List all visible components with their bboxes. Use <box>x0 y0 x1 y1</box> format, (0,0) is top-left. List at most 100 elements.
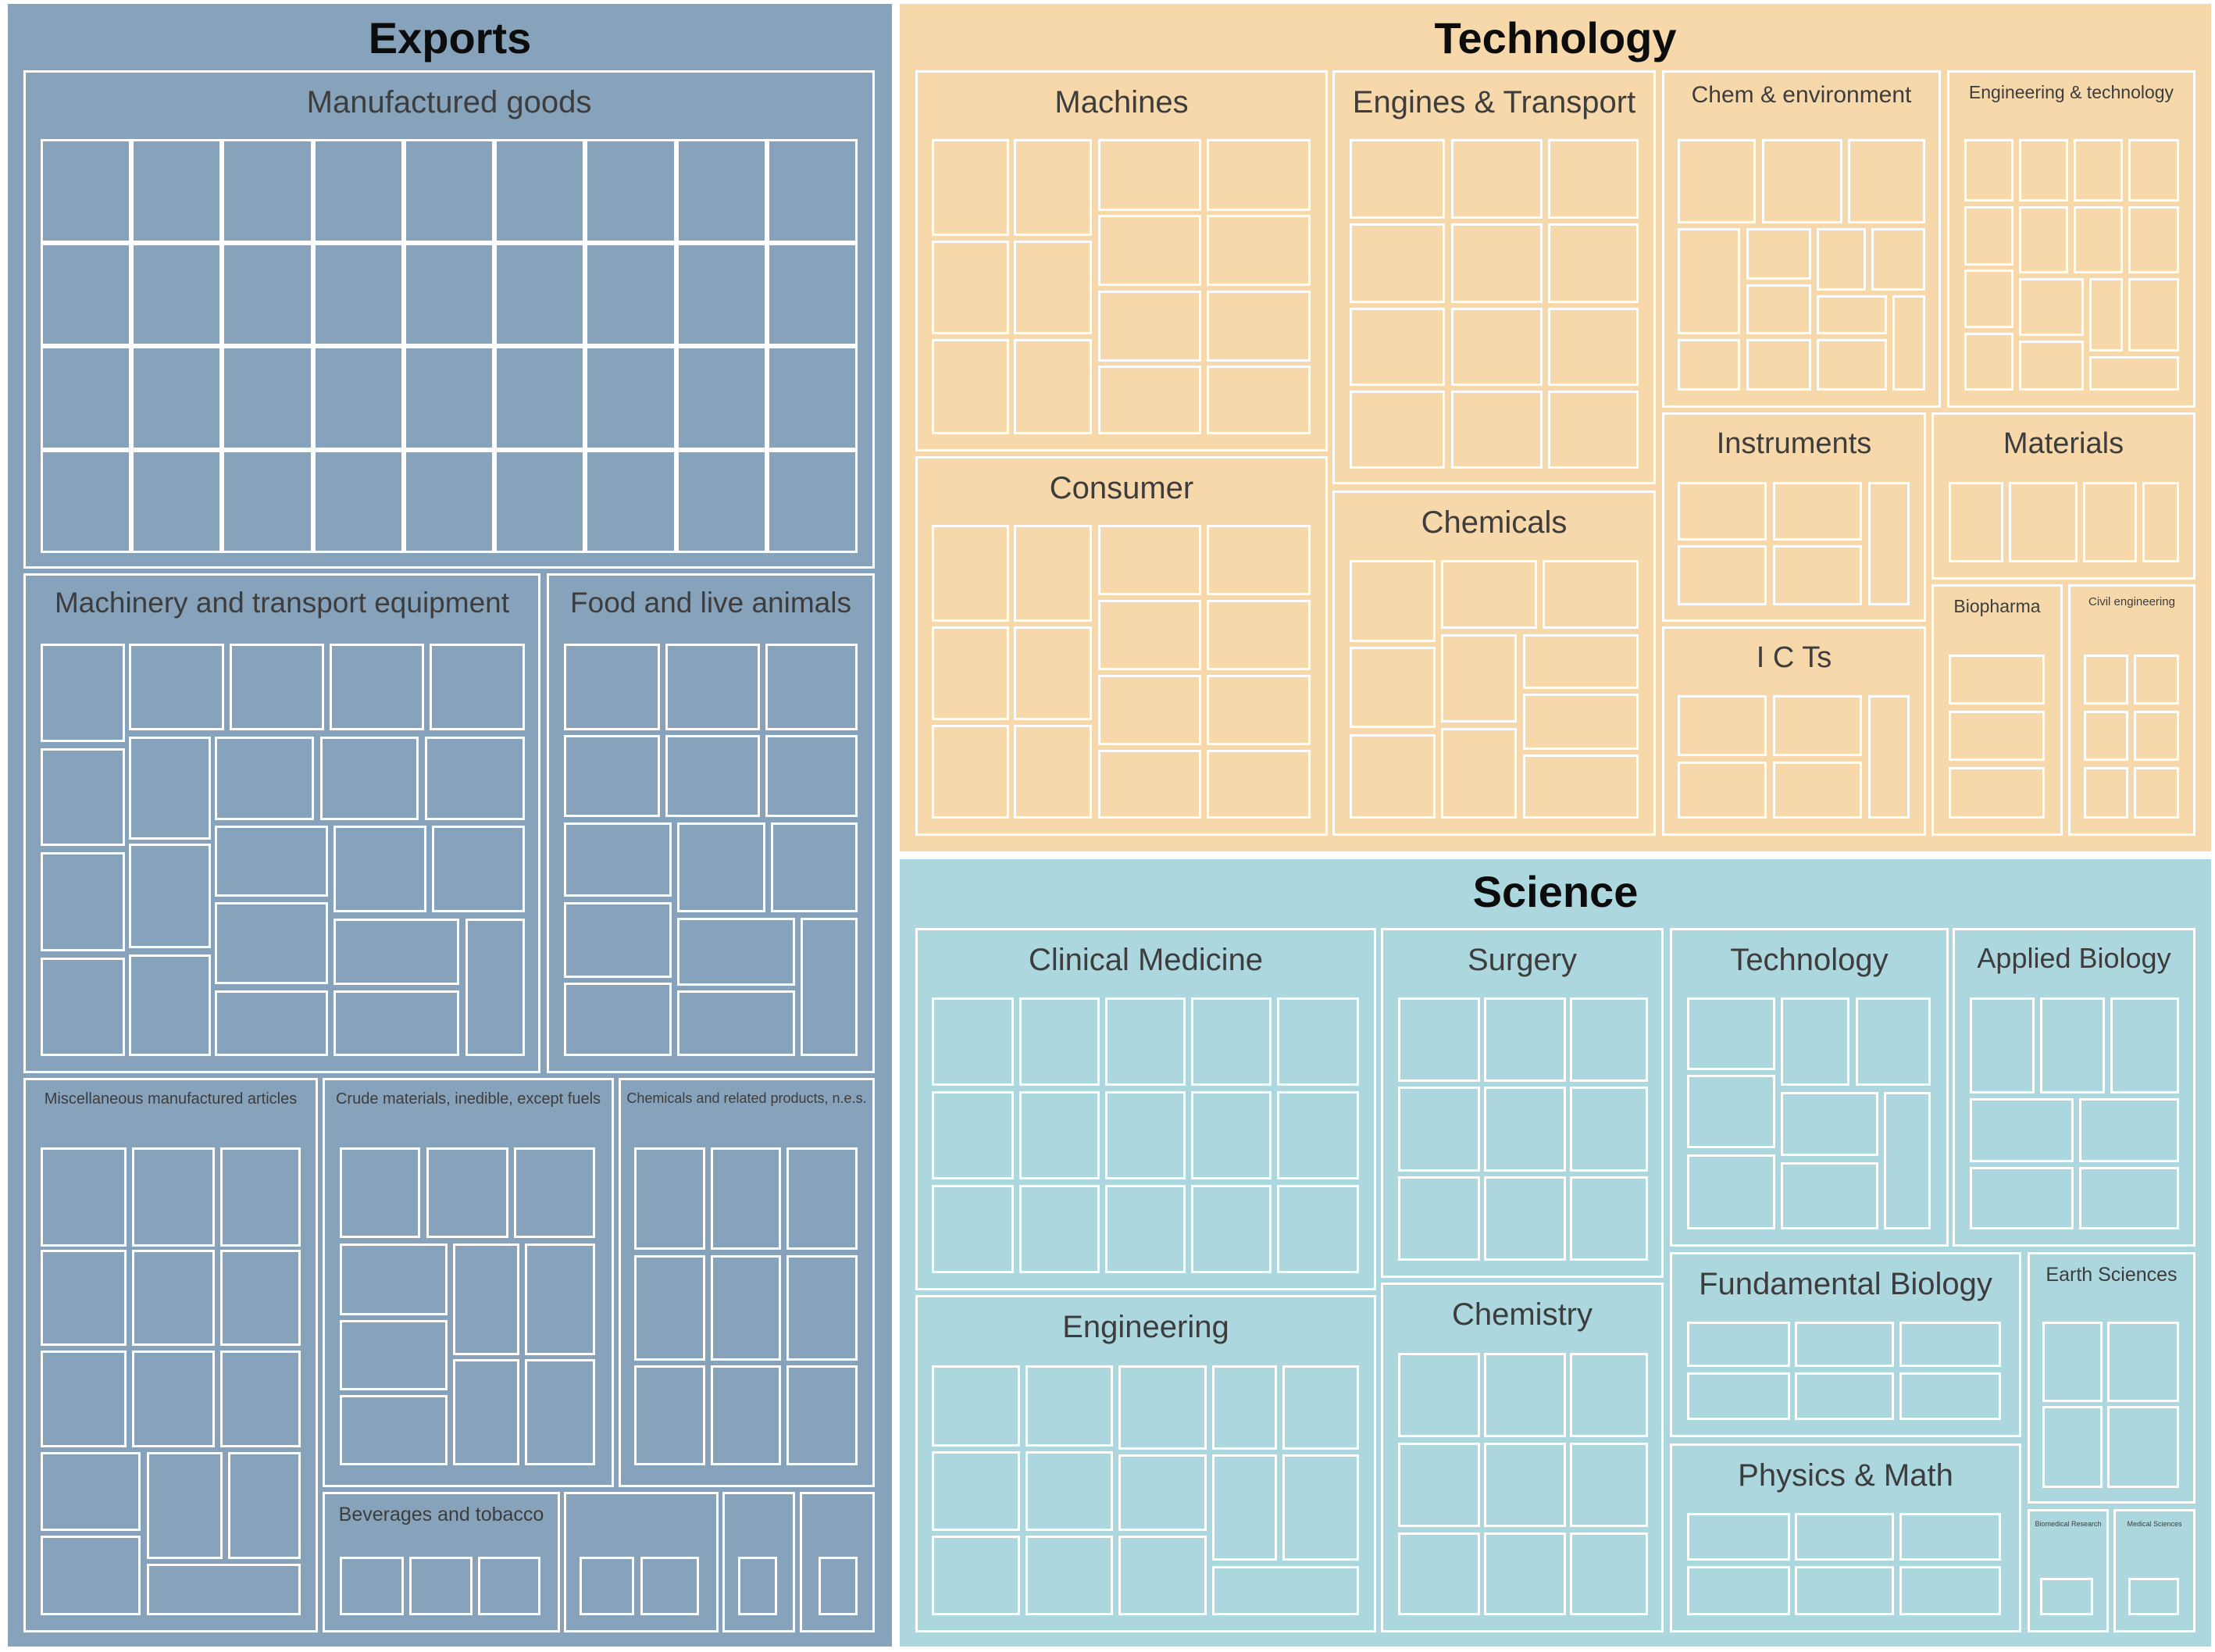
group-instruments[interactable]: Instruments <box>1662 412 1926 622</box>
treemap-cell[interactable] <box>766 242 858 346</box>
treemap-cell[interactable] <box>2134 711 2179 761</box>
treemap-cell[interactable] <box>1892 295 1925 391</box>
treemap-cell[interactable] <box>494 449 586 553</box>
treemap-cell[interactable] <box>1570 1443 1648 1527</box>
treemap-cell[interactable] <box>2083 482 2137 562</box>
treemap-cell[interactable] <box>340 1320 448 1390</box>
group-chemicals[interactable]: Chemicals <box>1332 491 1656 836</box>
treemap-cell[interactable] <box>634 1147 705 1250</box>
treemap-cell[interactable] <box>1484 1353 1566 1437</box>
treemap-cell[interactable] <box>819 1557 858 1615</box>
treemap-cell[interactable] <box>129 954 211 1056</box>
treemap-cell[interactable] <box>1398 997 1480 1082</box>
treemap-cell[interactable] <box>1964 206 2013 266</box>
treemap-cell[interactable] <box>1212 1454 1277 1561</box>
treemap-cell[interactable] <box>1548 139 1639 219</box>
treemap-cell[interactable] <box>1191 1185 1272 1273</box>
treemap-cell[interactable] <box>432 826 525 912</box>
treemap-cell[interactable] <box>1398 1443 1480 1527</box>
treemap-cell[interactable] <box>932 1185 1014 1273</box>
treemap-cell[interactable] <box>333 919 459 985</box>
treemap-cell[interactable] <box>1098 139 1201 211</box>
treemap-cell[interactable] <box>2079 1098 2179 1162</box>
treemap-cell[interactable] <box>665 735 760 817</box>
treemap-cell[interactable] <box>1118 1454 1207 1531</box>
treemap-cell[interactable] <box>220 1147 301 1247</box>
treemap-cell[interactable] <box>2009 482 2078 562</box>
treemap-cell[interactable] <box>1687 1566 1790 1615</box>
group-chemistry[interactable]: Chemistry <box>1381 1283 1664 1632</box>
treemap-cell[interactable] <box>1282 1454 1359 1561</box>
treemap-cell[interactable] <box>1523 694 1639 750</box>
treemap-cell[interactable] <box>1014 626 1092 720</box>
treemap-cell[interactable] <box>333 826 426 912</box>
treemap-cell[interactable] <box>494 139 586 243</box>
treemap-cell[interactable] <box>765 644 858 730</box>
treemap-cell[interactable] <box>1350 560 1436 642</box>
treemap-cell[interactable] <box>1795 1513 1894 1561</box>
treemap-cell[interactable] <box>2040 1578 2093 1615</box>
treemap-cell[interactable] <box>1848 139 1925 223</box>
treemap-cell[interactable] <box>220 1250 301 1346</box>
treemap-cell[interactable] <box>41 242 132 346</box>
treemap-cell[interactable] <box>340 1395 448 1465</box>
treemap-cell[interactable] <box>1118 1365 1207 1450</box>
treemap-cell[interactable] <box>1773 762 1862 819</box>
group-clinical-medicine[interactable]: Clinical Medicine <box>915 928 1376 1290</box>
treemap-cell[interactable] <box>1570 1353 1648 1437</box>
treemap-cell[interactable] <box>453 1243 519 1355</box>
treemap-cell[interactable] <box>932 339 1009 434</box>
group-manufactured-goods[interactable]: Manufactured goods <box>23 70 875 569</box>
treemap-cell[interactable] <box>1451 139 1543 219</box>
group-biopharma[interactable]: Biopharma <box>1931 584 2063 836</box>
treemap-cell[interactable] <box>1970 997 2035 1094</box>
treemap-cell[interactable] <box>215 902 328 984</box>
treemap-cell[interactable] <box>131 139 223 243</box>
group-fundamental-biology[interactable]: Fundamental Biology <box>1670 1252 2021 1437</box>
treemap-cell[interactable] <box>1019 997 1100 1086</box>
treemap-cell[interactable] <box>2142 482 2179 562</box>
treemap-cell[interactable] <box>1570 1176 1648 1261</box>
treemap-cell[interactable] <box>1019 1091 1100 1179</box>
treemap-cell[interactable] <box>312 242 404 346</box>
group-crude-materials-inedible-except-fuels[interactable]: Crude materials, inedible, except fuels <box>323 1078 614 1487</box>
treemap-cell[interactable] <box>1451 308 1543 386</box>
group-applied-biology[interactable]: Applied Biology <box>1953 928 2195 1247</box>
treemap-cell[interactable] <box>1350 308 1445 386</box>
treemap-cell[interactable] <box>1451 391 1543 469</box>
treemap-cell[interactable] <box>425 737 525 820</box>
treemap-cell[interactable] <box>41 1147 127 1247</box>
treemap-cell[interactable] <box>1746 228 1811 280</box>
treemap-cell[interactable] <box>711 1365 781 1465</box>
treemap-cell[interactable] <box>215 826 328 897</box>
treemap-cell[interactable] <box>2074 139 2123 202</box>
treemap-cell[interactable] <box>41 1351 127 1447</box>
treemap-cell[interactable] <box>312 139 404 243</box>
treemap-cell[interactable] <box>2079 1167 2179 1229</box>
treemap-cell[interactable] <box>2110 997 2179 1094</box>
treemap-cell[interactable] <box>230 644 324 730</box>
treemap-cell[interactable] <box>932 241 1009 334</box>
treemap-cell[interactable] <box>932 725 1009 819</box>
treemap-cell[interactable] <box>1970 1167 2074 1229</box>
treemap-cell[interactable] <box>2084 655 2128 705</box>
group-earth-sciences[interactable]: Earth Sciences <box>2028 1252 2195 1504</box>
treemap-cell[interactable] <box>1484 1532 1566 1615</box>
treemap-cell[interactable] <box>1964 333 2013 391</box>
group-unlabeled[interactable] <box>800 1492 875 1632</box>
treemap-cell[interactable] <box>1781 1162 1878 1229</box>
treemap-cell[interactable] <box>41 449 132 553</box>
treemap-cell[interactable] <box>1762 139 1842 223</box>
treemap-cell[interactable] <box>2042 1322 2103 1402</box>
treemap-cell[interactable] <box>2084 711 2128 761</box>
treemap-cell[interactable] <box>580 1557 634 1615</box>
treemap-cell[interactable] <box>403 346 495 450</box>
treemap-cell[interactable] <box>1207 291 1311 362</box>
treemap-cell[interactable] <box>1746 339 1811 391</box>
treemap-cell[interactable] <box>2074 206 2123 273</box>
treemap-cell[interactable] <box>465 919 525 1056</box>
treemap-cell[interactable] <box>2107 1322 2179 1402</box>
treemap-cell[interactable] <box>564 983 672 1056</box>
treemap-cell[interactable] <box>1548 308 1639 386</box>
group-civil-engineering[interactable]: Civil engineering <box>2068 584 2195 836</box>
